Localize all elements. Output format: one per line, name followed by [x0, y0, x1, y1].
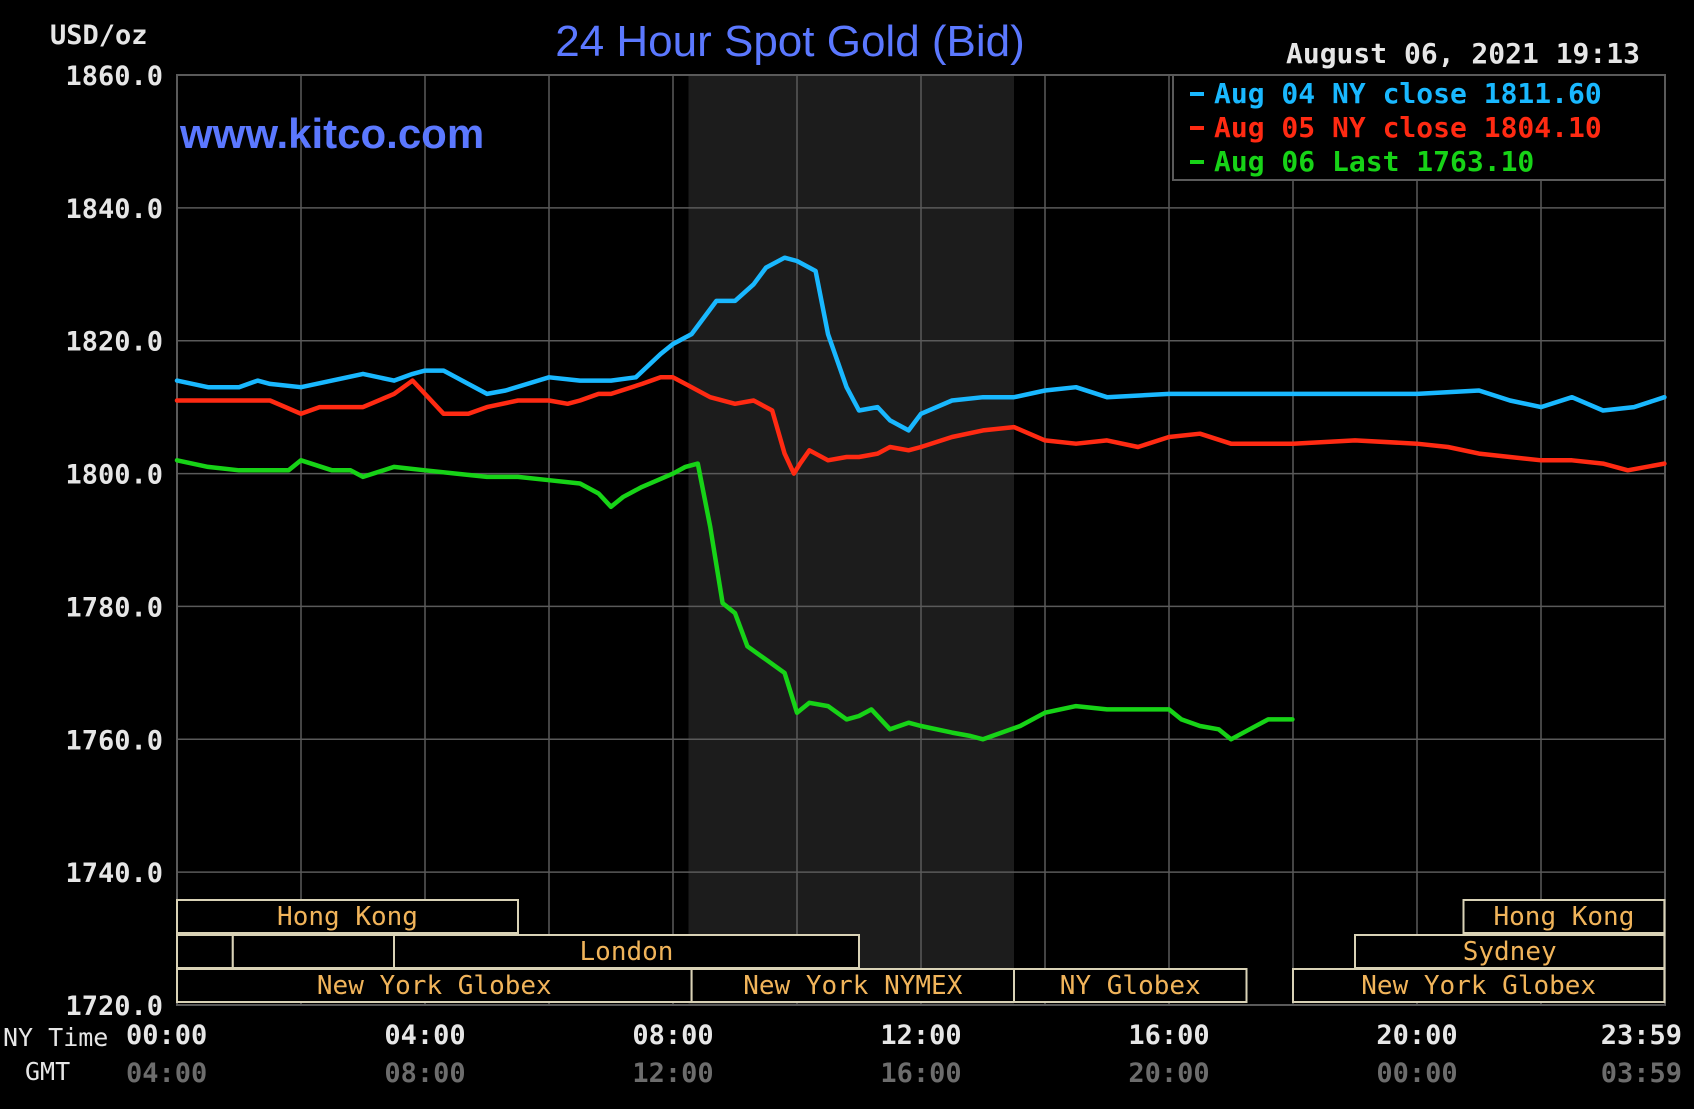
gmt-tick: 20:00: [1128, 1058, 1209, 1089]
session-bar: Hong Kong: [176, 899, 519, 934]
ny-time-axis-label: NY Time: [3, 1023, 108, 1052]
session-label: New York NYMEX: [743, 971, 962, 1001]
ny-time-tick: 04:00: [384, 1020, 465, 1051]
gmt-tick: 16:00: [880, 1058, 961, 1089]
y-tick-label: 1740.0: [65, 858, 163, 889]
gmt-tick: 03:59: [1601, 1058, 1682, 1089]
session-bar: Hong Kong: [1462, 899, 1666, 934]
price-series: [174, 255, 1667, 742]
ny-time-tick: 16:00: [1128, 1020, 1209, 1051]
legend-entry: Aug 04 NY close 1811.60: [1214, 77, 1602, 110]
ny-time-tick: 12:00: [880, 1020, 961, 1051]
nymex-session-shade: [688, 75, 1014, 1005]
gmt-tick: 12:00: [632, 1058, 713, 1089]
gmt-tick: 08:00: [384, 1058, 465, 1089]
session-label: NY Globex: [1060, 971, 1201, 1001]
y-tick-label: 1760.0: [65, 725, 163, 756]
session-bar: New York NYMEX: [690, 968, 1015, 1003]
y-tick-label: 1860.0: [65, 61, 163, 92]
legend-box: [1172, 74, 1666, 181]
session-label: Hong Kong: [1493, 902, 1634, 932]
session-bar: [231, 934, 395, 969]
series-line: [174, 375, 1667, 476]
session-bar: [176, 934, 234, 969]
session-bar: London: [393, 934, 860, 969]
session-label: London: [580, 937, 674, 967]
ny-time-tick: 08:00: [632, 1020, 713, 1051]
session-bar: Sydney: [1354, 934, 1666, 969]
session-label: Sydney: [1463, 937, 1557, 967]
legend-entry: Aug 06 Last 1763.10: [1214, 145, 1534, 178]
market-session-bars: Hong Kong Hong Kong London Sydney New York G…: [176, 899, 1666, 1003]
chart-title: 24 Hour Spot Gold (Bid): [555, 17, 1025, 66]
session-bar: New York Globex: [1292, 968, 1666, 1003]
ny-time-tick: 00:00: [126, 1020, 207, 1051]
series-line: [174, 458, 1295, 742]
session-label: New York Globex: [317, 971, 552, 1001]
timestamp: August 06, 2021 19:13: [1286, 37, 1640, 70]
unit-label: USD/oz: [50, 20, 148, 51]
session-label: New York Globex: [1361, 971, 1596, 1001]
legend-entry: Aug 05 NY close 1804.10: [1214, 111, 1602, 144]
series-line: [174, 255, 1667, 433]
y-tick-label: 1800.0: [65, 460, 163, 491]
gmt-tick: 00:00: [1376, 1058, 1457, 1089]
x-tick-labels: 00:00 04:00 04:00 08:00 08:00 12:00 12:00 16:00…: [126, 1020, 1682, 1089]
ny-time-tick: 20:00: [1376, 1020, 1457, 1051]
ny-time-tick: 23:59: [1601, 1020, 1682, 1051]
session-bar: NY Globex: [1013, 968, 1248, 1003]
session-bar: New York Globex: [176, 968, 693, 1003]
y-tick-label: 1840.0: [65, 194, 163, 225]
y-tick-labels: 1720.0 1740.0 1760.0 1780.0 1800.0 1820.0 1840…: [65, 61, 163, 1022]
plot-frame: [176, 74, 1666, 1006]
gmt-axis-label: GMT: [25, 1057, 70, 1086]
y-tick-label: 1820.0: [65, 327, 163, 358]
watermark: www.kitco.com: [179, 110, 484, 157]
session-label: Hong Kong: [277, 902, 418, 932]
y-tick-label: 1720.0: [65, 991, 163, 1022]
y-tick-label: 1780.0: [65, 592, 163, 623]
gmt-tick: 04:00: [126, 1058, 207, 1089]
